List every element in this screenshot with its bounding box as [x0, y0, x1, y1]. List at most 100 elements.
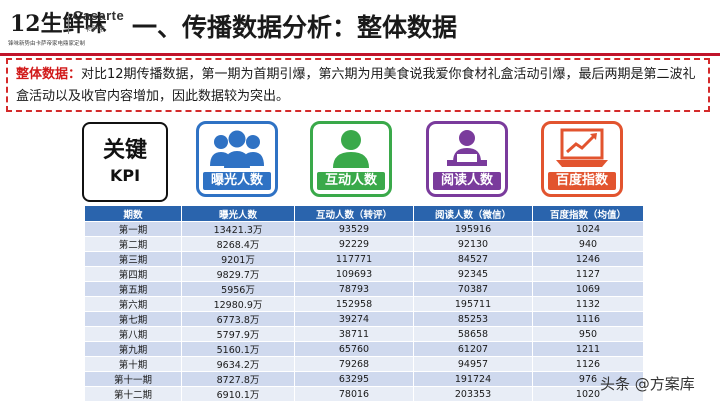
table-cell: 5956万: [181, 281, 295, 297]
table-cell: 38711: [294, 326, 414, 342]
table-cell: 78016: [294, 386, 414, 402]
table-cell: 第九期: [84, 341, 182, 357]
table-cell: 117771: [294, 251, 414, 267]
table-row: 第十二期 6910.1万 78016 203353 1020: [84, 386, 644, 402]
table-cell: 92130: [413, 236, 533, 252]
table-row: 第十期 9634.2万 79268 94957 1126: [84, 356, 644, 372]
table-cell: 61207: [413, 341, 533, 357]
table-row: 第一期 13421.3万 93529 195916 1024: [84, 221, 644, 237]
table-cell: 第三期: [84, 251, 182, 267]
logo-tagline: 锋味新势由卡萨帝家电鼎家定制: [8, 41, 86, 47]
table-row: 第八期 5797.9万 38711 58658 950: [84, 326, 644, 342]
watermark: 头条 @方案库: [600, 375, 695, 393]
table-cell: 1132: [532, 296, 644, 312]
description-box: 整体数据：对比12期传播数据，第一期为首期引爆，第六期为用美食说我爱你食材礼盒活…: [6, 58, 710, 112]
table-cell: 1069: [532, 281, 644, 297]
logo-title: 12生鲜味: [10, 11, 107, 37]
table-cell: 191724: [413, 371, 533, 387]
table-row: 第九期 5160.1万 65760 61207 1211: [84, 341, 644, 357]
kpi-line2: KPI: [109, 166, 141, 185]
title-underline: [0, 53, 720, 56]
table-cell: 5160.1万: [181, 341, 295, 357]
table-cell: 195916: [413, 221, 533, 237]
table-cell: 84527: [413, 251, 533, 267]
table-cell: 203353: [413, 386, 533, 402]
table-cell: 65760: [294, 341, 414, 357]
table-cell: 第四期: [84, 266, 182, 282]
logo-brand-sub: 卡萨帝: [84, 25, 105, 33]
table-cell: 第十一期: [84, 371, 182, 387]
table-cell: 第七期: [84, 311, 182, 327]
table-cell: 152958: [294, 296, 414, 312]
table-cell: 1126: [532, 356, 644, 372]
brand-logo: 12生鲜味 Casarte 卡萨帝 锋味新势由卡萨帝家电鼎家定制: [6, 6, 124, 48]
table-cell: 8268.4万: [181, 236, 295, 252]
col-header-exposure: 曝光人数: [181, 205, 295, 222]
table-cell: 39274: [294, 311, 414, 327]
col-header-period: 期数: [84, 205, 182, 222]
table-cell: 第五期: [84, 281, 182, 297]
kpi-line1: 关键: [102, 138, 147, 163]
table-cell: 94957: [413, 356, 533, 372]
table-cell: 58658: [413, 326, 533, 342]
table-cell: 9201万: [181, 251, 295, 267]
table-cell: 940: [532, 236, 644, 252]
table-cell: 1024: [532, 221, 644, 237]
logo-divider: [68, 12, 69, 34]
table-cell: 79268: [294, 356, 414, 372]
page-title: 一、传播数据分析：整体数据: [132, 13, 458, 42]
table-header-row: 期数 曝光人数 互动人数（转评） 阅读人数（微信） 百度指数（均值）: [84, 205, 644, 222]
table-cell: 5797.9万: [181, 326, 295, 342]
table-cell: 第一期: [84, 221, 182, 237]
table-row: 第七期 6773.8万 39274 85253 1116: [84, 311, 644, 327]
col-header-baidu: 百度指数（均值）: [532, 205, 644, 222]
table-cell: 9829.7万: [181, 266, 295, 282]
table-cell: 976: [532, 371, 644, 387]
user-icon: [333, 130, 369, 168]
table-cell: 93529: [294, 221, 414, 237]
table-cell: 第六期: [84, 296, 182, 312]
trend-laptop-icon: [556, 128, 608, 167]
card-readers: 阅读人数: [426, 121, 508, 197]
table-cell: 6910.1万: [181, 386, 295, 402]
card-readers-label: 阅读人数: [433, 172, 501, 190]
table-cell: 9634.2万: [181, 356, 295, 372]
table-cell: 第八期: [84, 326, 182, 342]
table-cell: 85253: [413, 311, 533, 327]
card-baidu-index-label: 百度指数: [548, 172, 616, 190]
table-cell: 1127: [532, 266, 644, 282]
table-cell: 12980.9万: [181, 296, 295, 312]
table-cell: 13421.3万: [181, 221, 295, 237]
table-cell: 1116: [532, 311, 644, 327]
table-row: 第六期 12980.9万 152958 195711 1132: [84, 296, 644, 312]
card-exposure-label: 曝光人数: [203, 172, 271, 190]
col-header-interaction: 互动人数（转评）: [294, 205, 414, 222]
table-cell: 109693: [294, 266, 414, 282]
table-cell: 92229: [294, 236, 414, 252]
table-cell: 950: [532, 326, 644, 342]
table-cell: 1211: [532, 341, 644, 357]
table-cell: 195711: [413, 296, 533, 312]
table-row: 第二期 8268.4万 92229 92130 940: [84, 236, 644, 252]
logo-brand: Casarte: [73, 8, 125, 23]
table-cell: 6773.8万: [181, 311, 295, 327]
table-cell: 78793: [294, 281, 414, 297]
card-exposure: 曝光人数: [196, 121, 278, 197]
table-cell: 92345: [413, 266, 533, 282]
table-row: 第十一期 8727.8万 63295 191724 976: [84, 371, 644, 387]
card-interaction-label: 互动人数: [317, 172, 385, 190]
table-row: 第四期 9829.7万 109693 92345 1127: [84, 266, 644, 282]
kpi-box: 关键 KPI: [82, 122, 168, 202]
table-row: 第三期 9201万 117771 84527 1246: [84, 251, 644, 267]
table-cell: 1246: [532, 251, 644, 267]
table-cell: 第十二期: [84, 386, 182, 402]
table-cell: 70387: [413, 281, 533, 297]
kpi-table: 期数 曝光人数 互动人数（转评） 阅读人数（微信） 百度指数（均值） 第一期 13…: [84, 205, 644, 402]
description-highlight: 整体数据：: [16, 67, 82, 82]
table-cell: 63295: [294, 371, 414, 387]
table-row: 第五期 5956万 78793 70387 1069: [84, 281, 644, 297]
description-text: 对比12期传播数据，第一期为首期引爆，第六期为用美食说我爱你食材礼盒活动引爆，最…: [16, 67, 696, 104]
col-header-readers: 阅读人数（微信）: [413, 205, 533, 222]
reader-icon: [447, 130, 487, 166]
table-cell: 1020: [532, 386, 644, 402]
